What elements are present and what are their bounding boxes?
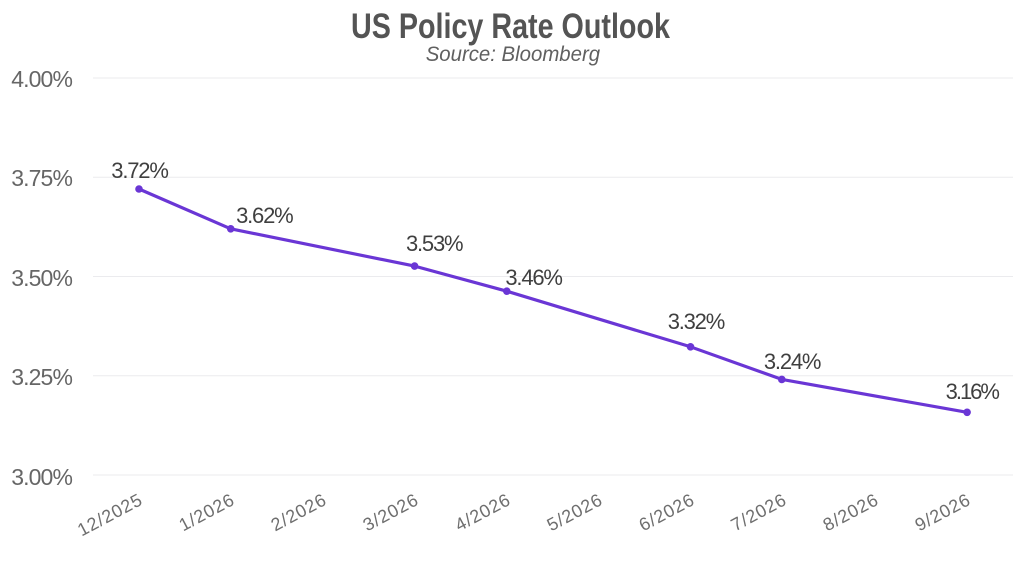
svg-text:2/2026: 2/2026 bbox=[268, 489, 330, 535]
svg-text:7/2026: 7/2026 bbox=[728, 489, 790, 535]
svg-text:9/2026: 9/2026 bbox=[912, 489, 974, 535]
svg-text:3/2026: 3/2026 bbox=[360, 489, 422, 535]
svg-text:5/2026: 5/2026 bbox=[544, 489, 606, 535]
svg-text:4/2026: 4/2026 bbox=[452, 489, 514, 535]
svg-text:8/2026: 8/2026 bbox=[820, 489, 882, 535]
svg-text:6/2026: 6/2026 bbox=[636, 489, 698, 535]
svg-text:12/2025: 12/2025 bbox=[74, 489, 146, 540]
svg-text:1/2026: 1/2026 bbox=[176, 489, 238, 535]
